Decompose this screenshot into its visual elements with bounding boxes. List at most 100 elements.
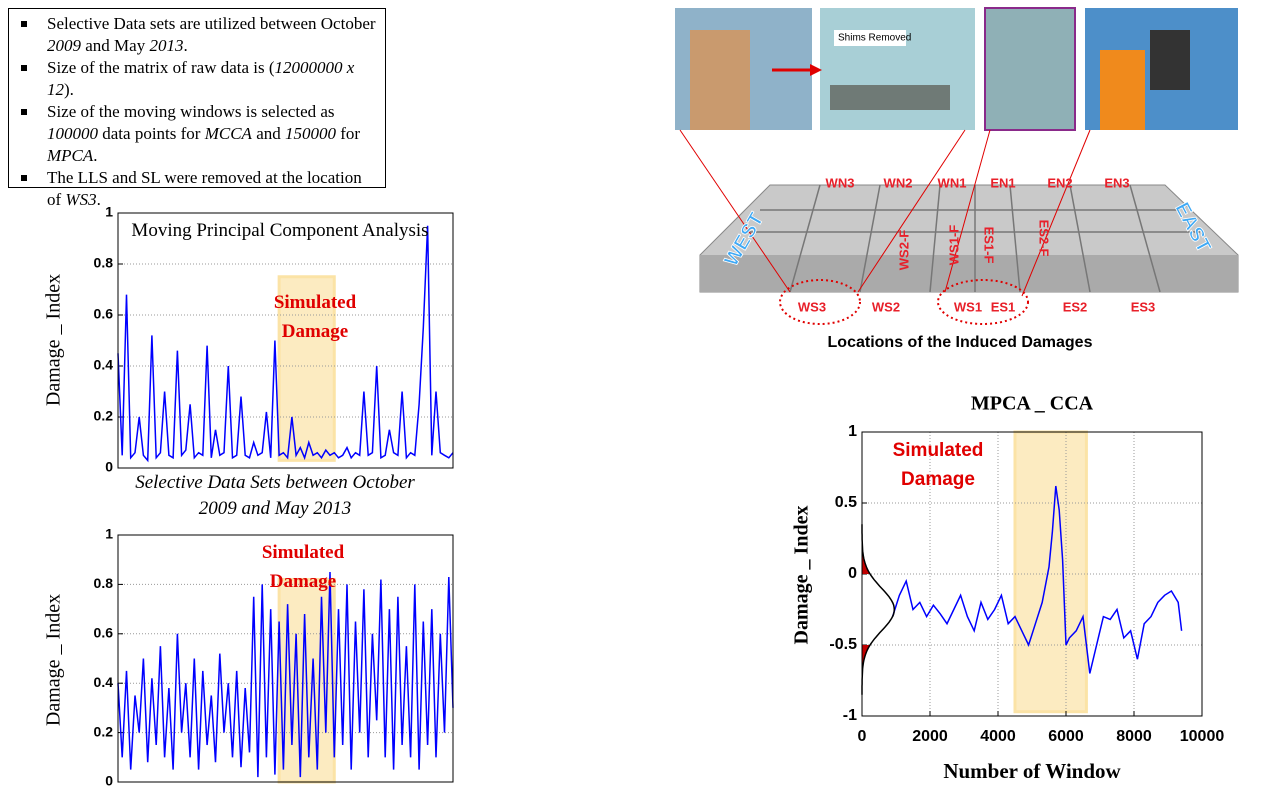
bullet-text: 12000000 x 12 xyxy=(47,58,355,99)
x-tick-label: 2000 xyxy=(912,728,948,745)
bullet-text: WS3 xyxy=(65,190,97,209)
y-tick-label: 1 xyxy=(105,204,113,220)
data-line xyxy=(891,485,1183,674)
data-line xyxy=(117,225,454,463)
bridge-label: WN1 xyxy=(938,175,967,190)
y-tick-label: 0.2 xyxy=(94,408,114,424)
bridge-label: EN3 xyxy=(1104,175,1129,190)
bridge-label: EN2 xyxy=(1047,175,1072,190)
bridge-label: WN2 xyxy=(884,175,913,190)
arrow-head xyxy=(810,64,822,76)
x-axis-label: Selective Data Sets between October 2009… xyxy=(135,472,415,519)
annotation: Simulated Damage xyxy=(892,440,984,490)
bullet-text: ). xyxy=(64,80,74,99)
bullet-text: 150000 xyxy=(284,124,336,143)
bridge-label: ES1 xyxy=(991,299,1016,314)
bridge-label: WN3 xyxy=(826,175,855,190)
x-tick-label: 10000 xyxy=(1180,728,1225,745)
y-tick-label: 0.4 xyxy=(94,357,114,373)
figure-caption: Locations of the Induced Damages xyxy=(828,334,1093,351)
bullet-text: Size of the moving windows is selected a… xyxy=(47,102,335,121)
bullet-text: and May xyxy=(81,36,150,55)
data-line xyxy=(117,571,454,778)
bridge-label: WS3 xyxy=(798,299,826,314)
plot-frame xyxy=(117,212,454,469)
x-axis-label: Number of Window xyxy=(943,759,1121,783)
distribution-curve xyxy=(861,524,896,695)
bridge-label: ES3 xyxy=(1131,299,1156,314)
y-tick-label: 0.5 xyxy=(835,494,857,511)
y-axis-label: Damage _ Index xyxy=(43,594,65,726)
y-tick-label: -1 xyxy=(843,707,857,724)
bullet-text: Selective Data sets are utilized between… xyxy=(47,14,376,33)
photo-detail xyxy=(1100,50,1145,130)
bridge-label: ES2-F xyxy=(1037,220,1052,257)
photo-detail xyxy=(830,85,950,110)
x-tick-label: 0 xyxy=(858,728,867,745)
plot-frame xyxy=(861,431,1203,717)
bullet: The LLS and SL were removed at the locat… xyxy=(21,167,377,211)
y-tick-label: 0.4 xyxy=(94,674,114,690)
bridge-label: EN1 xyxy=(990,175,1015,190)
bullet-text: MPCA xyxy=(47,146,94,165)
y-tick-label: 0.8 xyxy=(94,255,114,271)
x-tick-label: 8000 xyxy=(1116,728,1152,745)
bridge-label: WS1-F xyxy=(946,225,961,266)
y-tick-label: 0.6 xyxy=(94,625,114,641)
chart-title: Moving Principal Component Analysis xyxy=(131,220,429,241)
y-tick-label: 0 xyxy=(848,565,857,582)
highlight-region xyxy=(277,275,336,462)
bullet-text: for xyxy=(335,124,361,143)
photo-label-box xyxy=(834,30,906,46)
bullet-list: Selective Data sets are utilized between… xyxy=(17,13,377,211)
photo-detail xyxy=(1150,30,1190,90)
photo-detail xyxy=(690,30,750,130)
leader xyxy=(1021,129,1091,297)
bullet-text: 2013 xyxy=(149,36,184,55)
photo xyxy=(820,8,975,130)
bridge-label: ES1-F xyxy=(982,227,997,264)
bridge-label: WS1 xyxy=(954,299,982,314)
y-tick-label: 0 xyxy=(105,773,113,787)
bullet-text: Size of the matrix of raw data is ( xyxy=(47,58,275,77)
bullet-text: and xyxy=(251,124,285,143)
damage-circle xyxy=(937,279,1029,325)
annotation: Simulated Damage xyxy=(273,292,357,342)
bullet-text: . xyxy=(183,36,188,55)
y-tick-label: 0.8 xyxy=(94,575,114,591)
bullet-text: . xyxy=(96,190,101,209)
x-tick-label: 6000 xyxy=(1048,728,1084,745)
chart: 0 0.2 0.4 0.6 0.8 1 xyxy=(94,204,454,475)
y-axis-label: Damage _ Index xyxy=(791,506,813,645)
chart: 0 0.2 0.4 0.6 0.8 1 xyxy=(94,526,454,787)
bridge-label: ES2 xyxy=(1063,299,1088,314)
y-tick-label: 1 xyxy=(848,423,857,440)
photo xyxy=(984,7,1076,131)
bridge-label: WS2-F xyxy=(896,230,911,271)
bridge-grid xyxy=(745,184,1200,293)
leader xyxy=(857,129,966,293)
photo-label: Shims Removed xyxy=(838,33,911,44)
bullet-text: MCCA xyxy=(204,124,252,143)
chart: -1 -0.5 0 0.5 1 0 2000 4000 6000 8000 10000 xyxy=(829,423,1224,745)
bullet-box: Selective Data sets are utilized between… xyxy=(8,8,386,209)
y-tick-label: 1 xyxy=(105,526,113,542)
bullet-text: 100000 xyxy=(47,124,98,143)
bullet-text: . xyxy=(93,146,98,165)
x-tick-label: 4000 xyxy=(980,728,1016,745)
y-tick-label: 0.6 xyxy=(94,306,114,322)
bullet-text: 2009 xyxy=(47,36,81,55)
leader xyxy=(944,129,991,293)
bridge-side xyxy=(700,255,1238,292)
bullet-text: data points for xyxy=(98,124,205,143)
plot-frame xyxy=(117,534,454,783)
annotation: Simulated Damage xyxy=(261,542,345,592)
y-tick-label: 0 xyxy=(105,459,113,475)
highlight-region xyxy=(1013,430,1088,714)
leader xyxy=(679,129,791,293)
chart-title: MPCA _ CCA xyxy=(971,393,1094,415)
bridge-label: WS2 xyxy=(872,299,900,314)
bullet: Size of the matrix of raw data is (12000… xyxy=(21,57,377,101)
